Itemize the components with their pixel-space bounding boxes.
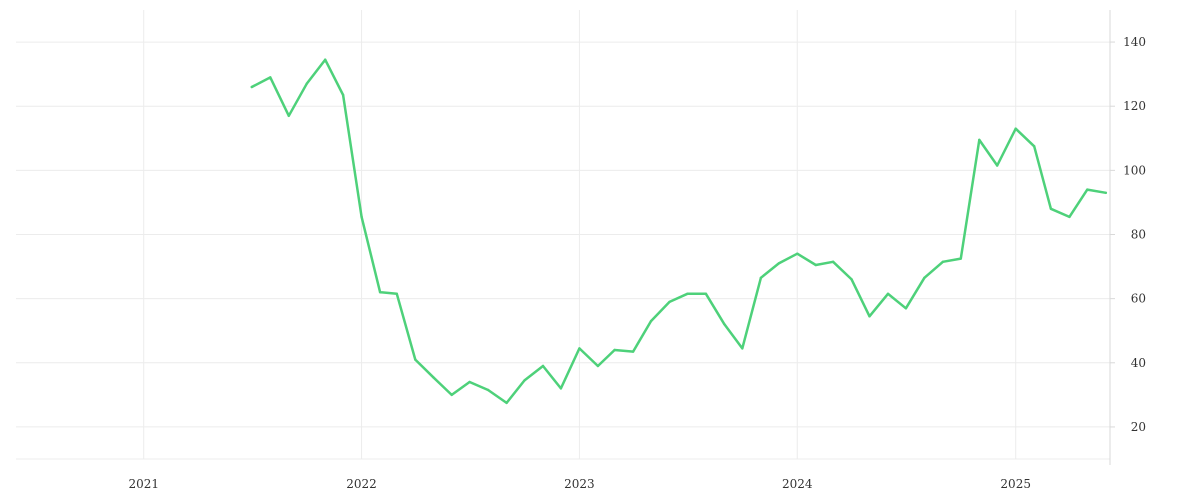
data-point bbox=[668, 300, 671, 304]
data-point bbox=[1049, 207, 1053, 210]
data-point bbox=[759, 276, 763, 279]
data-point bbox=[631, 350, 635, 353]
x-tick-label-2021: 2021 bbox=[128, 477, 159, 491]
y-tick-label-120: 120 bbox=[1123, 99, 1146, 113]
data-point bbox=[1086, 188, 1089, 191]
data-point bbox=[578, 347, 581, 350]
series-line-1 bbox=[250, 58, 1108, 405]
data-point bbox=[324, 58, 327, 61]
data-point bbox=[741, 347, 744, 350]
data-point bbox=[378, 291, 382, 294]
data-point bbox=[850, 278, 853, 281]
y-tick-label-80: 80 bbox=[1131, 228, 1146, 242]
data-point bbox=[414, 358, 417, 361]
grid-layer bbox=[16, 10, 1110, 460]
data-point bbox=[250, 85, 253, 89]
data-point bbox=[541, 364, 545, 368]
data-point bbox=[996, 164, 999, 167]
data-point bbox=[868, 315, 871, 318]
data-point bbox=[1104, 191, 1108, 194]
data-point bbox=[796, 252, 799, 255]
data-point bbox=[596, 364, 600, 368]
data-point bbox=[904, 307, 908, 310]
data-point bbox=[269, 76, 272, 79]
x-tick-label-2022: 2022 bbox=[346, 477, 377, 491]
y-tick-label-140: 140 bbox=[1123, 35, 1146, 49]
x-tick-label-2025: 2025 bbox=[1000, 477, 1031, 491]
data-point bbox=[450, 393, 453, 397]
data-point bbox=[777, 262, 780, 265]
data-point bbox=[468, 380, 471, 384]
data-point bbox=[559, 387, 563, 390]
data-point bbox=[686, 292, 689, 295]
y-tick-label-40: 40 bbox=[1131, 356, 1146, 370]
data-point bbox=[1014, 127, 1017, 130]
data-point bbox=[395, 292, 398, 295]
series-layer bbox=[250, 58, 1108, 405]
data-point bbox=[723, 323, 726, 326]
data-point bbox=[923, 276, 926, 279]
data-point bbox=[287, 114, 290, 118]
data-point bbox=[941, 260, 945, 263]
axis-layer bbox=[1109, 10, 1115, 465]
data-point bbox=[649, 319, 653, 323]
x-tick-label-2023: 2023 bbox=[564, 477, 595, 491]
x-tick-label-2024: 2024 bbox=[782, 477, 813, 491]
y-tick-label-20: 20 bbox=[1131, 420, 1146, 434]
data-point bbox=[505, 401, 508, 405]
tick-label-layer: 20 40 60 80 100 120 140 2021 2022 2023 2024 2025 bbox=[128, 35, 1146, 491]
data-point bbox=[1033, 145, 1036, 148]
data-point bbox=[704, 292, 708, 295]
data-point bbox=[341, 93, 345, 97]
y-tick-label-60: 60 bbox=[1131, 292, 1146, 306]
data-point bbox=[360, 215, 363, 219]
data-point bbox=[831, 260, 835, 263]
data-point bbox=[959, 257, 962, 260]
data-point bbox=[978, 138, 981, 142]
y-tick-label-100: 100 bbox=[1123, 163, 1146, 177]
data-point bbox=[305, 82, 308, 86]
data-point bbox=[1068, 215, 1071, 219]
data-point bbox=[886, 292, 890, 295]
data-point bbox=[814, 263, 817, 267]
data-point bbox=[613, 348, 616, 352]
data-point bbox=[432, 376, 435, 379]
data-point bbox=[486, 388, 490, 392]
data-point bbox=[523, 379, 526, 382]
